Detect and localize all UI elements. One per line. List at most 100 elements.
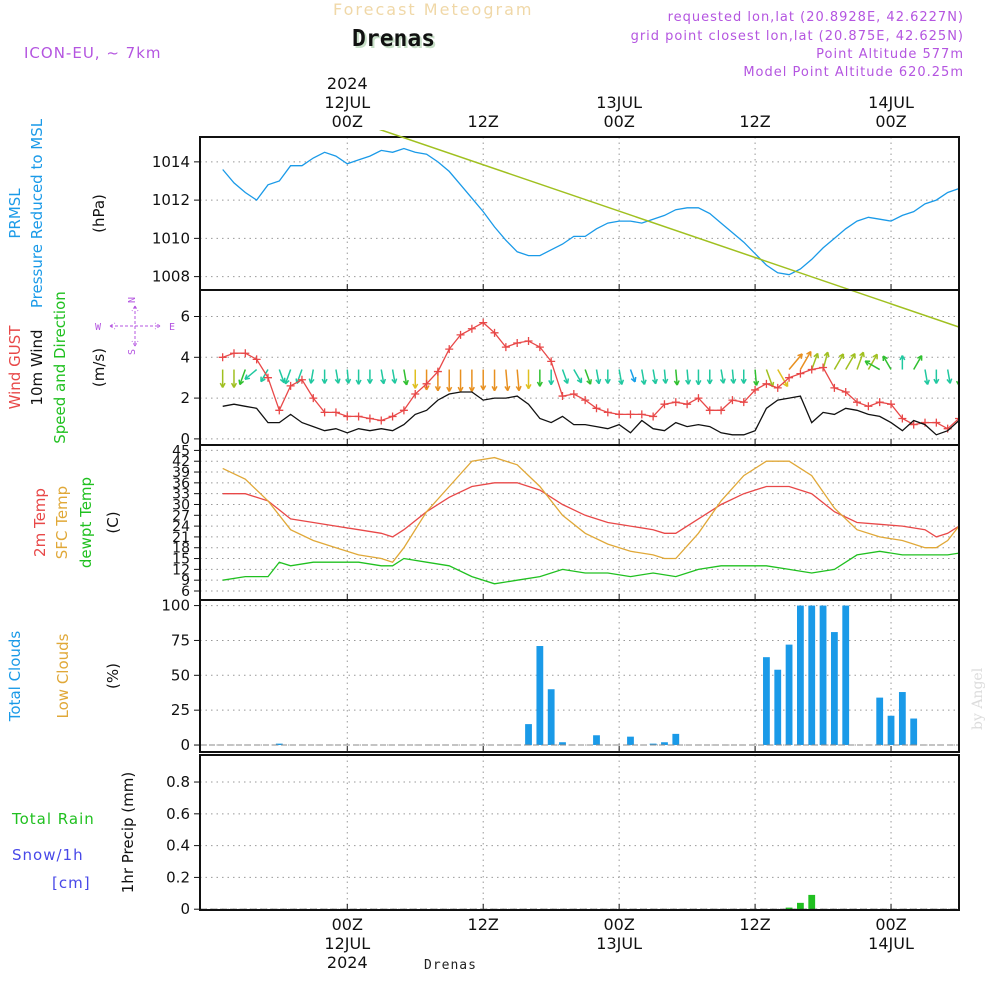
y-axis-label: (hPa) — [90, 194, 108, 233]
wind-arrow-head — [525, 383, 530, 390]
y-tick-label: 33 — [172, 487, 190, 503]
y-tick-label: 0 — [180, 736, 190, 754]
series-line-2m-temp — [222, 482, 959, 538]
compass-north: N — [127, 297, 138, 303]
wind-arrow-head — [334, 378, 339, 384]
y-axis-label: 1hr Precip (mm) — [119, 772, 137, 893]
wind-arrow-head — [782, 383, 788, 388]
wind-arrow-head — [800, 353, 803, 359]
gust-marker — [683, 400, 692, 409]
bar — [910, 718, 918, 746]
y-axis-label: Wind GUST — [6, 325, 24, 410]
gust-marker — [524, 336, 533, 345]
gust-marker — [717, 406, 726, 415]
footer-location: Drenas — [424, 958, 477, 973]
gust-marker — [456, 330, 465, 339]
meteogram-title: Forecast Meteogram — [333, 0, 534, 19]
wind-arrow — [296, 369, 303, 384]
gust-marker — [388, 412, 397, 421]
wind-arrow-head — [230, 382, 235, 388]
wind-arrow — [754, 369, 758, 386]
compass-icon — [109, 305, 161, 347]
bar — [536, 646, 544, 746]
gust-marker — [637, 410, 646, 419]
bar — [593, 735, 600, 746]
wind-arrow-head — [706, 379, 711, 385]
gust-marker — [853, 398, 862, 407]
wind-arrow — [788, 353, 803, 371]
wind-arrow-head — [753, 380, 758, 386]
wind-arrow — [516, 369, 520, 391]
wind-arrow-head — [468, 386, 473, 392]
bar — [649, 743, 657, 746]
bar — [547, 689, 555, 746]
wind-arrow — [629, 369, 636, 383]
gust-marker — [252, 355, 261, 364]
y-tick-label: 27 — [172, 508, 190, 524]
wind-arrow-head — [996, 380, 998, 385]
y-tick-label: 21 — [172, 530, 190, 546]
compass-east: E — [169, 322, 175, 333]
gust-marker — [343, 412, 352, 421]
series-line-dewpt-temp — [222, 550, 959, 585]
y-tick-label: 4 — [180, 348, 190, 366]
top-time-label: 12JUL — [324, 93, 370, 112]
gust-marker — [864, 402, 873, 411]
gust-marker — [286, 381, 295, 390]
bar — [275, 743, 283, 746]
gust-marker — [569, 390, 578, 399]
gust-marker — [603, 408, 612, 417]
y-tick-label: 15 — [172, 552, 190, 568]
top-time-label: 2024 — [327, 74, 368, 93]
wind-arrow — [675, 369, 678, 386]
wind-arrow — [777, 369, 789, 387]
wind-arrow — [765, 369, 774, 388]
y-tick-label: 0 — [180, 900, 190, 918]
wind-arrow-head — [366, 378, 371, 384]
wind-arrow — [346, 369, 350, 384]
wind-arrow-head — [380, 379, 385, 385]
bar — [785, 644, 793, 746]
gust-marker — [671, 398, 680, 407]
y-axis-label: SFC Temp — [53, 486, 71, 559]
wind-arrow-head — [412, 383, 416, 389]
y-axis-label: dewpt Temp — [77, 477, 95, 568]
wind-arrow — [663, 369, 667, 384]
wind-arrow — [799, 351, 812, 370]
gust-marker — [331, 408, 340, 417]
wind-arrow-head — [457, 386, 462, 392]
y-tick-label: 1012 — [152, 191, 190, 209]
panel-frame-clouds — [199, 599, 960, 753]
wind-arrow — [652, 369, 657, 384]
top-time-label: 14JUL — [868, 93, 914, 112]
gust-marker — [966, 388, 974, 396]
bar — [559, 742, 566, 746]
compass-west: W — [95, 322, 102, 333]
wind-arrow-head — [933, 378, 938, 384]
wind-arrow-head — [695, 379, 700, 386]
y-axis-label: (%) — [104, 663, 122, 689]
top-time-label: 00Z — [603, 112, 634, 131]
wind-arrow-head — [946, 378, 951, 384]
gust-marker — [547, 357, 556, 366]
bar — [774, 669, 782, 746]
wind-arrow-head — [730, 378, 735, 384]
gust-marker — [932, 418, 941, 427]
gust-marker — [989, 402, 997, 410]
wind-arrow — [310, 369, 315, 384]
wind-arrow-head — [901, 355, 906, 361]
y-tick-label: 1010 — [152, 229, 190, 247]
panel-frame-precip — [199, 754, 960, 911]
y-axis-label: (m/s) — [90, 348, 108, 387]
wind-arrow-head — [434, 385, 439, 392]
bar — [627, 736, 634, 746]
top-time-label: 13JUL — [596, 93, 642, 112]
gust-marker — [581, 396, 590, 405]
top-time-label: 00Z — [875, 112, 906, 131]
wind-arrow — [505, 369, 509, 391]
wind-arrow — [882, 355, 892, 370]
bar — [842, 605, 850, 746]
wind-arrow — [378, 130, 959, 328]
y-tick-label: 30 — [172, 497, 190, 513]
y-tick-label: 39 — [172, 465, 190, 481]
